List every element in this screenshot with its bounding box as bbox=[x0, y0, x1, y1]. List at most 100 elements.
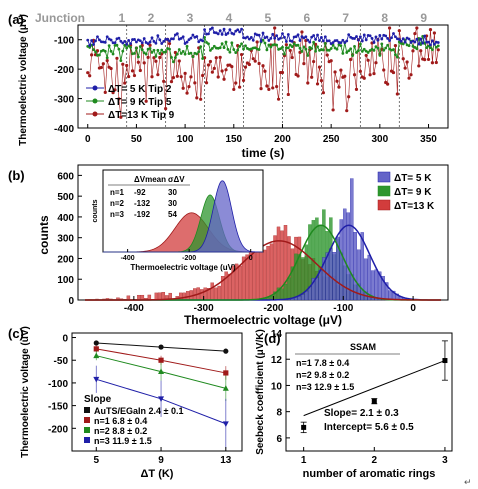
series-point bbox=[378, 33, 382, 37]
series-point bbox=[300, 30, 304, 34]
series-point bbox=[378, 53, 382, 57]
series-point bbox=[175, 32, 179, 36]
panel-d-xlabel: number of aromatic rings bbox=[303, 468, 436, 480]
legend-swatch bbox=[84, 407, 90, 413]
series-point bbox=[181, 49, 185, 53]
series-point bbox=[407, 44, 411, 48]
series-point bbox=[244, 44, 247, 48]
series-point bbox=[296, 33, 300, 37]
series-point bbox=[185, 44, 189, 48]
histogram-bar bbox=[311, 278, 316, 301]
histogram-bar bbox=[283, 283, 288, 301]
series-point bbox=[210, 26, 214, 30]
series-point bbox=[125, 42, 129, 46]
series-point bbox=[364, 53, 368, 58]
series-point bbox=[388, 39, 391, 43]
junction-label: 7 bbox=[342, 11, 349, 25]
histogram-bar bbox=[374, 269, 378, 301]
inset-table-cell: 30 bbox=[168, 199, 177, 208]
series-point bbox=[321, 91, 325, 95]
panel-b-histograms bbox=[88, 178, 417, 301]
series-point bbox=[310, 47, 314, 50]
series-point bbox=[92, 48, 95, 52]
histogram-bar bbox=[287, 277, 291, 301]
series-point bbox=[394, 53, 397, 57]
series-point bbox=[312, 40, 316, 44]
y-tick-label: 10 bbox=[271, 381, 283, 392]
y-tick-label: 8 bbox=[276, 408, 282, 419]
series-point bbox=[135, 46, 138, 50]
series-point bbox=[380, 42, 384, 46]
series-point bbox=[148, 40, 152, 44]
table-row: n=3 12.9 ± 1.5 bbox=[296, 382, 354, 392]
x-tick-label: 5 bbox=[94, 455, 100, 466]
series-point bbox=[261, 31, 265, 35]
panel-d-yticks: 6 8 10 12 14 bbox=[271, 329, 290, 445]
series-point bbox=[173, 50, 177, 55]
series-point bbox=[209, 48, 212, 52]
series-point bbox=[241, 78, 246, 83]
series-point bbox=[168, 47, 171, 51]
series-point bbox=[195, 96, 199, 100]
series-point bbox=[290, 55, 294, 60]
series-point bbox=[105, 56, 109, 60]
series-point bbox=[187, 38, 191, 42]
series-point bbox=[376, 38, 380, 42]
series-point bbox=[175, 52, 179, 56]
series-point bbox=[162, 40, 166, 43]
series-point bbox=[360, 39, 364, 43]
panel-c-xlabel: ΔT (K) bbox=[141, 468, 174, 480]
series-point bbox=[88, 44, 92, 47]
series-point bbox=[154, 41, 158, 45]
series-point bbox=[436, 41, 440, 44]
series-point bbox=[212, 66, 216, 70]
inset-curves bbox=[102, 180, 264, 253]
y-tick-label: 100 bbox=[57, 275, 74, 286]
legend-marker bbox=[92, 98, 98, 104]
series-point bbox=[111, 41, 115, 45]
series-point bbox=[434, 45, 438, 49]
series-point bbox=[335, 47, 339, 51]
y-tick-label: -50 bbox=[54, 356, 69, 367]
series-point bbox=[236, 28, 240, 32]
table-row: n=2 9.8 ± 0.2 bbox=[296, 370, 349, 380]
panel-b-xticks: -400 -300 -200 -100 0 bbox=[124, 296, 416, 314]
data-point bbox=[222, 421, 229, 427]
panel-d-xticks: 1 2 3 bbox=[301, 447, 448, 466]
series-point bbox=[394, 35, 397, 39]
histogram-bar bbox=[179, 292, 183, 301]
junction-label: 5 bbox=[265, 11, 272, 25]
series-point bbox=[362, 76, 366, 80]
panel-a-yticks: -400 -300 -200 -100 bbox=[54, 36, 82, 135]
series-point bbox=[168, 39, 171, 43]
series-point bbox=[426, 57, 431, 62]
series-point bbox=[99, 65, 103, 70]
series-point bbox=[187, 84, 191, 89]
series-point bbox=[142, 61, 146, 65]
junction-label: 4 bbox=[226, 11, 233, 25]
series-point bbox=[154, 59, 158, 63]
series-point bbox=[117, 47, 121, 51]
series-point bbox=[407, 76, 411, 80]
series-point bbox=[142, 51, 146, 55]
y-tick-label: -150 bbox=[48, 402, 68, 413]
series-point bbox=[162, 79, 166, 83]
series-point bbox=[218, 55, 222, 59]
series-point bbox=[220, 69, 224, 73]
series-point bbox=[144, 52, 148, 56]
series-point bbox=[119, 39, 123, 43]
legend-marker bbox=[92, 85, 98, 91]
data-point bbox=[158, 357, 164, 363]
panel-b-ylabel: counts bbox=[37, 215, 51, 255]
series-point bbox=[201, 73, 205, 78]
series-point bbox=[226, 31, 230, 35]
series-point bbox=[310, 75, 314, 79]
series-point bbox=[164, 50, 168, 54]
series-point bbox=[232, 48, 236, 51]
series-point bbox=[423, 34, 427, 38]
series-point bbox=[96, 35, 99, 39]
series-point bbox=[315, 82, 320, 86]
inset-table: ΔVmean σΔV n=1 -92 30 n=2 -132 30 n=3 -192 54 bbox=[108, 175, 190, 219]
